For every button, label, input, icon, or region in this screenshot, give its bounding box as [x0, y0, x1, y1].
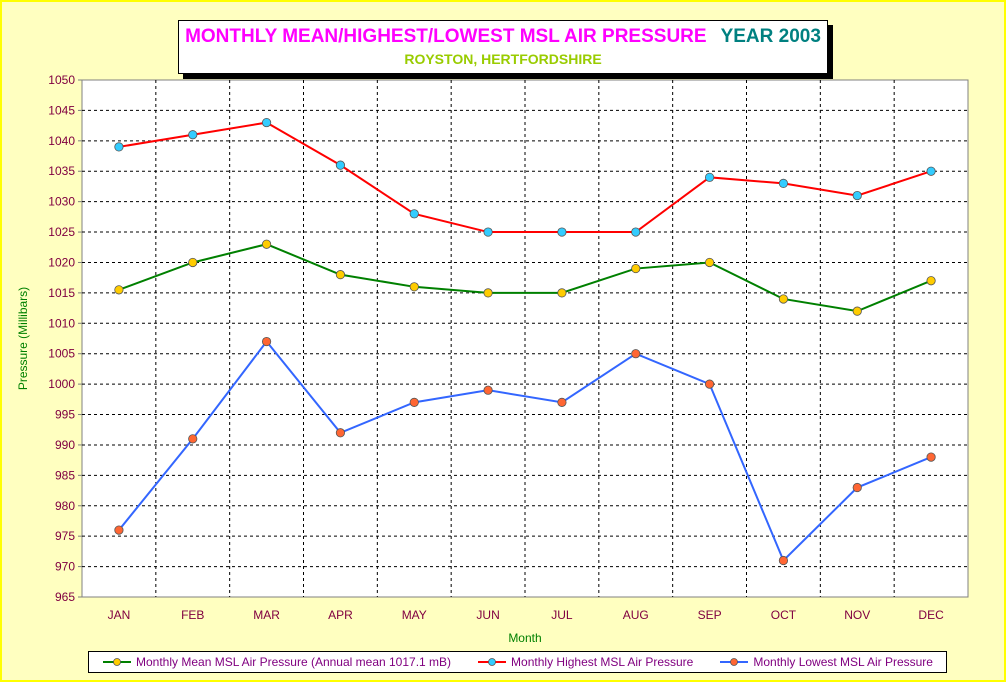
y-tick-label: 995: [55, 408, 75, 422]
x-tick-label: NOV: [844, 608, 870, 622]
y-tick-label: 1025: [48, 225, 75, 239]
y-tick-label: 1015: [48, 286, 75, 300]
data-point-series-0: [188, 257, 198, 268]
legend-label-2: Monthly Lowest MSL Air Pressure: [753, 655, 933, 669]
data-point-series-1: [188, 130, 198, 140]
x-tick-label: DEC: [918, 608, 944, 622]
data-point-series-2: [114, 525, 124, 535]
x-tick-label: OCT: [771, 608, 797, 622]
data-point-series-2: [557, 397, 567, 407]
y-tick-label: 1010: [48, 316, 75, 330]
data-point-series-0: [409, 282, 419, 292]
series-line-1: [118, 121, 932, 234]
data-point-series-2: [335, 428, 346, 438]
data-point-series-1: [114, 142, 124, 152]
data-point-series-1: [778, 178, 789, 188]
data-point-series-2: [778, 555, 789, 566]
data-point-series-0: [557, 288, 567, 298]
legend-item-2: Monthly Lowest MSL Air Pressure: [719, 655, 933, 669]
data-point-series-2: [483, 385, 493, 395]
x-tick-label: AUG: [623, 608, 649, 622]
x-tick-label: JAN: [108, 608, 131, 622]
chart-year: YEAR 2003: [720, 26, 821, 47]
legend: Monthly Mean MSL Air Pressure (Annual me…: [88, 651, 947, 673]
data-point-series-1: [335, 160, 346, 170]
legend-item-0: Monthly Mean MSL Air Pressure (Annual me…: [102, 655, 451, 669]
data-point-series-0: [483, 288, 493, 298]
data-point-series-0: [704, 257, 715, 268]
legend-swatch-0: [103, 658, 131, 666]
series-line-0: [118, 243, 932, 313]
x-tick-label: SEP: [698, 608, 722, 622]
data-point-series-1: [704, 172, 715, 182]
data-point-series-1: [557, 227, 567, 237]
x-tick-label: APR: [328, 608, 353, 622]
data-point-series-0: [926, 276, 936, 286]
y-tick-label: 1000: [48, 377, 75, 391]
data-point-series-1: [631, 227, 641, 237]
y-tick-label: 1040: [48, 134, 75, 148]
y-tick-label: 975: [55, 529, 75, 543]
y-tick-label: 1035: [48, 164, 75, 178]
data-point-series-1: [852, 190, 862, 201]
y-axis-title: Pressure (Millibars): [16, 287, 30, 390]
title-box: MONTHLY MEAN/HIGHEST/LOWEST MSL AIR PRES…: [178, 20, 828, 74]
y-tick-label: 1020: [48, 255, 75, 269]
y-tick-label: 1050: [48, 73, 75, 87]
data-point-series-0: [778, 294, 789, 304]
legend-label-0: Monthly Mean MSL Air Pressure (Annual me…: [136, 655, 452, 669]
data-point-series-2: [409, 397, 419, 407]
data-point-series-0: [852, 306, 862, 316]
legend-swatch-2: [720, 658, 749, 666]
legend-swatch-1: [478, 658, 507, 666]
y-tick-label: 985: [55, 468, 75, 482]
x-tick-label: MAR: [253, 608, 280, 622]
y-tick-label: 970: [55, 560, 75, 574]
x-tick-label: FEB: [181, 608, 204, 622]
data-point-series-0: [335, 270, 346, 280]
data-point-series-1: [261, 117, 272, 128]
data-point-series-2: [188, 434, 198, 444]
legend-label-1: Monthly Highest MSL Air Pressure: [511, 655, 694, 669]
data-point-series-2: [261, 336, 272, 347]
x-axis-title: Month: [508, 631, 541, 645]
y-tick-label: 1045: [48, 103, 75, 117]
y-tick-label: 990: [55, 438, 75, 452]
x-tick-label: MAY: [402, 608, 427, 622]
data-point-series-2: [926, 452, 936, 462]
series-line-2: [118, 339, 932, 563]
y-tick-label: 1030: [48, 195, 75, 209]
data-point-series-2: [852, 482, 862, 493]
data-point-series-2: [704, 379, 715, 389]
chart-subtitle: ROYSTON, HERTFORDSHIRE: [404, 51, 602, 67]
data-point-series-0: [631, 263, 641, 274]
title-line: MONTHLY MEAN/HIGHEST/LOWEST MSL AIR PRES…: [179, 26, 827, 48]
chart-title: MONTHLY MEAN/HIGHEST/LOWEST MSL AIR PRES…: [185, 26, 707, 47]
x-tick-label: JUN: [476, 608, 499, 622]
data-point-series-1: [926, 166, 936, 176]
data-point-series-0: [114, 285, 124, 295]
data-point-series-0: [261, 239, 272, 249]
y-tick-label: 980: [55, 499, 75, 513]
y-tick-label: 1005: [48, 347, 75, 361]
legend-item-1: Monthly Highest MSL Air Pressure: [477, 655, 693, 669]
y-tick-label: 965: [55, 590, 75, 604]
data-point-series-1: [483, 227, 493, 237]
data-point-series-2: [631, 349, 641, 359]
x-tick-label: JUL: [551, 608, 573, 622]
data-point-series-1: [409, 209, 419, 219]
